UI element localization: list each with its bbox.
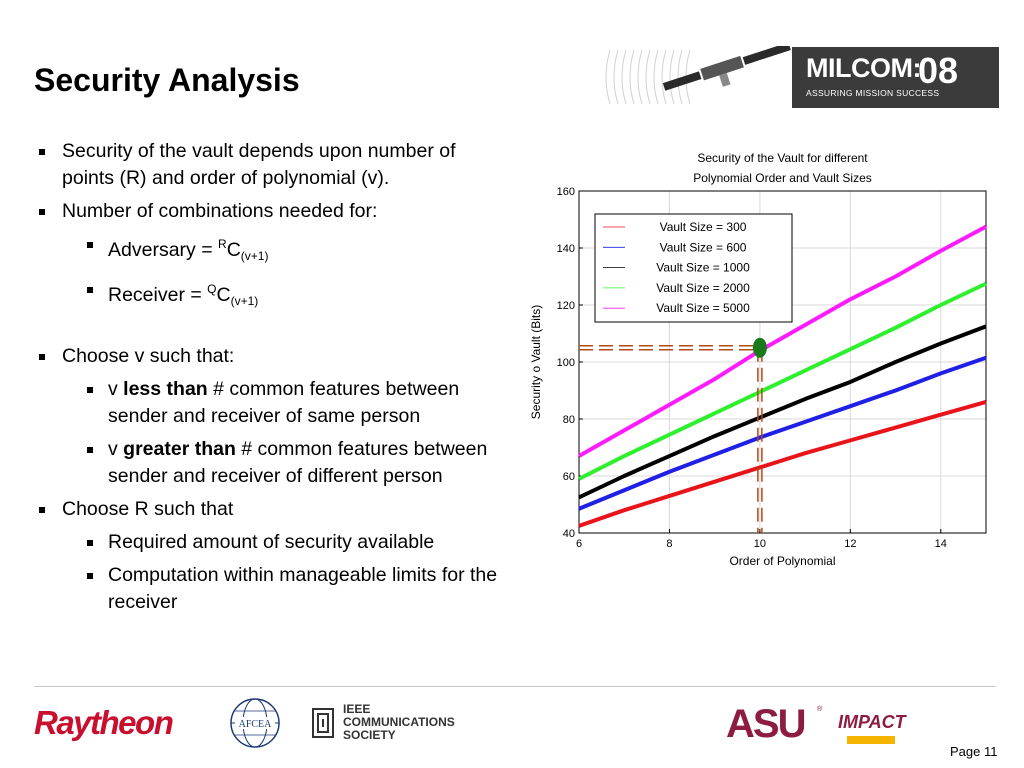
sub-bullet-computation: Computation within manageable limits for… [36, 562, 506, 616]
bullet-text: Security of the vault depends upon numbe… [62, 140, 456, 189]
impact-logo-tagbar [847, 736, 895, 744]
chart-title-line1: Security of the Vault for different [697, 151, 868, 165]
bullet-text: Computation within manageable limits for… [108, 564, 498, 613]
milcom-logo-tagline: ASSURING MISSION SUCCESS [806, 88, 940, 98]
bullet-marker [87, 287, 93, 293]
milcom-satellite-logo [605, 46, 791, 105]
milcom-logo-box [792, 47, 999, 108]
milcom-logo-year: 08 [918, 50, 959, 91]
sub-bullet-security-available: Required amount of security available [36, 529, 506, 556]
impact-logo: IMPACT [838, 712, 906, 732]
greater-than-v: v [108, 438, 124, 460]
afcea-logo: AFCEA [230, 698, 280, 748]
raytheon-logo: Raytheon [34, 704, 174, 741]
sub-bullet-less-than: v less than # common features between se… [36, 376, 506, 430]
bullet-marker [87, 447, 93, 453]
x-axis-label: Order of Polynomial [729, 554, 835, 568]
series-line-4 [578, 281, 987, 481]
bullet-text: Required amount of security available [108, 531, 435, 553]
bullet-marker [39, 354, 45, 360]
bullet-marker [87, 573, 93, 579]
greater-than-rest: # common features between sender and rec… [108, 438, 488, 487]
sub-bullet-greater-than: v greater than # common features between… [36, 436, 506, 490]
receiver-sup: Q [207, 282, 217, 296]
page-title: Security Analysis [34, 62, 300, 98]
legend-label-2: Vault Size = 600 [660, 240, 747, 254]
vault-security-chart: Security of the Vault for different Polyn… [529, 151, 987, 568]
series-line-1 [578, 399, 987, 528]
bullet-choose-v: Choose v such that: [36, 343, 506, 370]
ieee-comsoc-logo-text: IEEE COMMUNICATIONS SOCIETY [343, 702, 455, 742]
less-than-v: v [108, 378, 124, 400]
bullet-text: Choose R such that [62, 498, 234, 520]
bullet-marker [87, 540, 93, 546]
x-tick-label: 12 [844, 538, 856, 550]
bullet-vault-security: Security of the vault depends upon numbe… [36, 138, 506, 192]
series-line-3 [578, 324, 987, 500]
y-tick-label: 60 [563, 471, 575, 483]
bullet-text: Choose v such that: [62, 345, 235, 367]
adversary-label: Adversary = [108, 239, 219, 261]
adversary-sub: (v+1) [240, 249, 269, 263]
x-tick-label: 6 [576, 538, 582, 550]
receiver-c: C [216, 284, 231, 306]
legend-box [594, 213, 793, 323]
less-than-rest: # common features between sender and rec… [108, 378, 460, 427]
ieee-comsoc-mark [312, 708, 334, 738]
svg-text:AFCEA: AFCEA [239, 719, 273, 730]
adversary-c: C [226, 239, 241, 261]
receiver-label: Receiver = [108, 284, 208, 306]
greater-than-bold: greater than [123, 438, 236, 460]
bullet-text: Number of combinations needed for: [62, 200, 378, 222]
receiver-sub: (v+1) [230, 294, 259, 308]
y-tick-label: 140 [557, 243, 575, 255]
bullet-marker [39, 149, 45, 155]
series-line-2 [578, 355, 987, 511]
series-line-5 [578, 224, 987, 458]
adversary-sup: R [218, 237, 227, 251]
bullet-marker [39, 507, 45, 513]
x-tick-label: 10 [754, 538, 766, 550]
y-tick-label: 40 [563, 528, 575, 540]
bullet-list: Security of the vault depends upon numbe… [36, 138, 506, 622]
bullet-combinations: Number of combinations needed for: [36, 198, 506, 225]
sub-bullet-adversary: Adversary = RC(v+1) [36, 231, 506, 270]
x-tick-label: 14 [935, 538, 947, 550]
y-tick-label: 160 [557, 186, 575, 198]
y-axis-label: Security o Vault (Bits) [529, 305, 543, 419]
asu-logo: ASU [726, 702, 806, 746]
legend-label-1: Vault Size = 300 [660, 220, 747, 234]
y-tick-label: 100 [557, 357, 575, 369]
y-tick-label: 80 [563, 414, 575, 426]
legend-label-4: Vault Size = 2000 [656, 281, 750, 295]
chart-title-line2: Polynomial Order and Vault Sizes [693, 171, 872, 185]
legend-label-5: Vault Size = 5000 [656, 301, 750, 315]
page-number: Page 11 [950, 744, 998, 759]
bullet-marker [87, 242, 93, 248]
legend-label-3: Vault Size = 1000 [656, 261, 750, 275]
bullet-choose-r: Choose R such that [36, 496, 506, 523]
highlight-point [752, 337, 767, 358]
milcom-logo-text: MILCOM: [806, 53, 921, 83]
footer-divider [34, 686, 996, 687]
sub-bullet-receiver: Receiver = QC(v+1) [36, 276, 506, 315]
bullet-marker [39, 209, 45, 215]
y-tick-label: 120 [557, 300, 575, 312]
x-tick-label: 8 [666, 538, 672, 550]
asu-logo-registered: ® [817, 706, 823, 713]
less-than-bold: less than [123, 378, 208, 400]
bullet-marker [87, 387, 93, 393]
